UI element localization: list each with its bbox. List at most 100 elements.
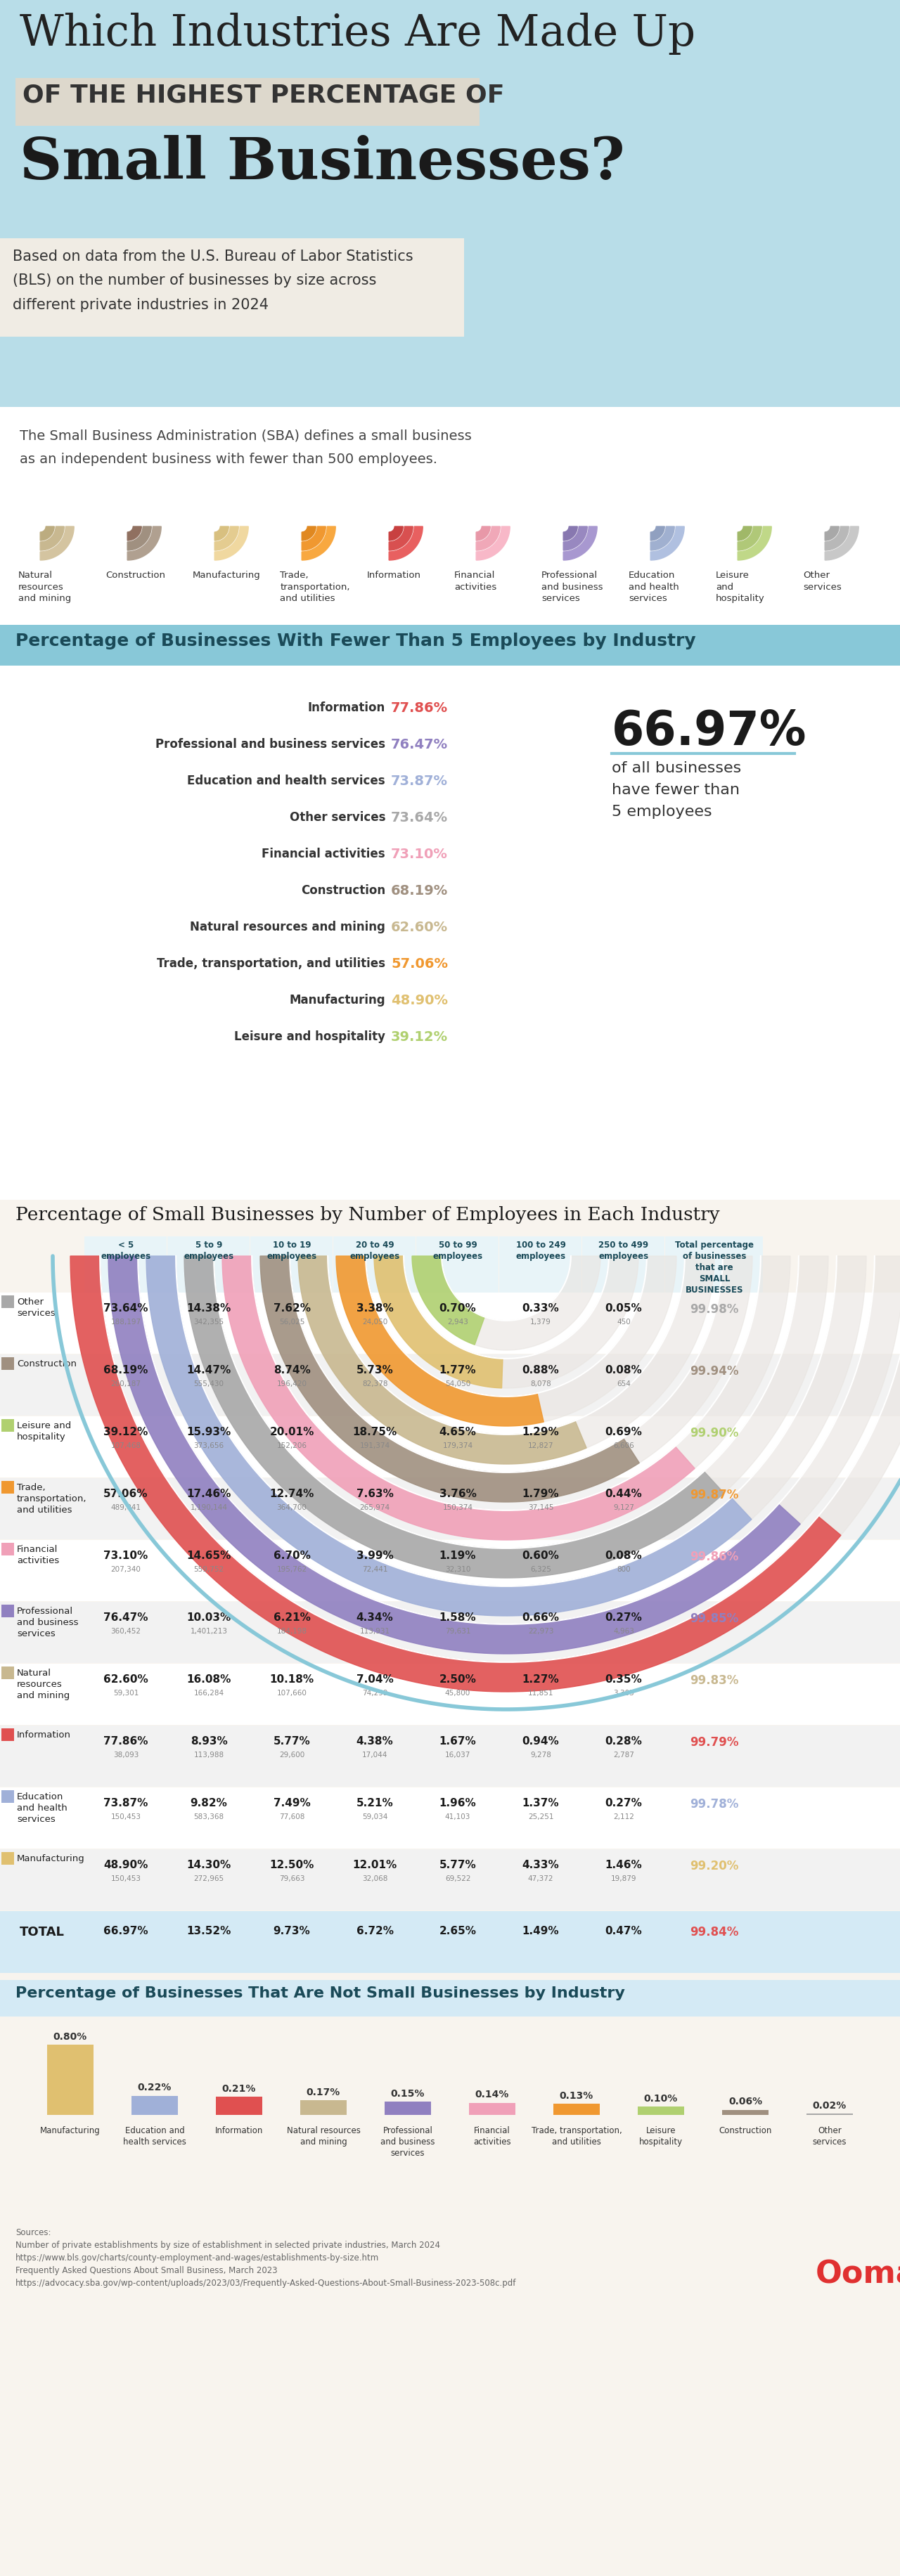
Polygon shape (563, 528, 588, 551)
Text: 184,198: 184,198 (276, 1628, 307, 1633)
Text: 7.63%: 7.63% (356, 1489, 393, 1499)
Text: 73.10%: 73.10% (391, 848, 448, 860)
Text: 6.72%: 6.72% (356, 1924, 393, 1937)
Text: 0.15%: 0.15% (391, 2089, 425, 2099)
Polygon shape (336, 1257, 544, 1427)
Text: 7.62%: 7.62% (274, 1303, 310, 1314)
Text: Construction: Construction (301, 884, 385, 896)
Text: 74,299: 74,299 (362, 1690, 388, 1695)
Text: 14.38%: 14.38% (186, 1303, 231, 1314)
Text: 5.21%: 5.21% (356, 1798, 393, 1808)
Text: 152,206: 152,206 (276, 1443, 307, 1448)
Text: 150,374: 150,374 (443, 1504, 472, 1510)
Text: 0.08%: 0.08% (605, 1365, 643, 1376)
Text: Information: Information (308, 701, 385, 714)
Text: Construction: Construction (17, 1360, 77, 1368)
Text: Leisure
hospitality: Leisure hospitality (639, 2125, 683, 2146)
Bar (582, 1236, 664, 1293)
Bar (47, 2045, 94, 2115)
Polygon shape (302, 528, 316, 541)
Bar (2, 1358, 14, 1370)
Bar (216, 2097, 262, 2115)
Text: 72,441: 72,441 (362, 1566, 388, 1571)
Text: Financial
activities: Financial activities (17, 1546, 59, 1564)
Text: 57.06%: 57.06% (104, 1489, 148, 1499)
Text: Manufacturing: Manufacturing (289, 994, 385, 1007)
Text: 0.44%: 0.44% (605, 1489, 643, 1499)
Text: 0.08%: 0.08% (605, 1551, 643, 1561)
Bar (2, 1543, 14, 1556)
Text: 73.87%: 73.87% (104, 1798, 148, 1808)
Text: Financial activities: Financial activities (262, 848, 385, 860)
Bar (2, 1296, 14, 1309)
Text: 73.87%: 73.87% (391, 775, 448, 788)
Text: Education and
health services: Education and health services (123, 2125, 186, 2146)
Bar (722, 2110, 769, 2115)
Polygon shape (474, 1257, 600, 1350)
Text: 59,034: 59,034 (362, 1814, 388, 1819)
Text: 1.29%: 1.29% (522, 1427, 559, 1437)
Text: 66.97%: 66.97% (104, 1924, 148, 1937)
Text: 9.73%: 9.73% (274, 1924, 310, 1937)
Text: 107,468: 107,468 (111, 1443, 141, 1448)
Text: Total percentage
of businesses
that are
SMALL
BUSINESSES: Total percentage of businesses that are … (675, 1239, 754, 1293)
Text: 0.35%: 0.35% (605, 1674, 643, 1685)
Polygon shape (738, 528, 771, 562)
Text: Other
services: Other services (17, 1298, 56, 1316)
Text: 17.46%: 17.46% (186, 1489, 231, 1499)
Bar (333, 1236, 416, 1293)
Text: 77.86%: 77.86% (391, 701, 448, 714)
Text: 1.77%: 1.77% (439, 1365, 476, 1376)
Text: 8,078: 8,078 (530, 1381, 551, 1386)
Text: 41,103: 41,103 (445, 1814, 471, 1819)
Text: 0.80%: 0.80% (53, 2032, 87, 2040)
Polygon shape (704, 1257, 828, 1494)
Text: Ooma: Ooma (815, 2259, 900, 2290)
Text: 99.94%: 99.94% (690, 1365, 739, 1378)
Text: Education
and health
services: Education and health services (17, 1793, 68, 1824)
Text: Education
and health
services: Education and health services (629, 569, 680, 603)
Text: Other
services: Other services (813, 2125, 847, 2146)
Text: 1.58%: 1.58% (439, 1613, 476, 1623)
Text: Leisure
and
hospitality: Leisure and hospitality (716, 569, 765, 603)
Bar (0, 1417, 900, 1479)
Text: 99.85%: 99.85% (690, 1613, 739, 1625)
Text: 19,879: 19,879 (611, 1875, 636, 1880)
Text: 800: 800 (616, 1566, 631, 1571)
Text: 25,251: 25,251 (528, 1814, 554, 1819)
Text: Professional and business services: Professional and business services (156, 737, 385, 750)
Bar (250, 1236, 333, 1293)
Text: Trade,
transportation,
and utilities: Trade, transportation, and utilities (280, 569, 350, 603)
Text: 68.19%: 68.19% (391, 884, 448, 896)
Polygon shape (40, 528, 54, 541)
Text: 1.37%: 1.37% (522, 1798, 559, 1808)
Text: 5.77%: 5.77% (439, 1860, 476, 1870)
Polygon shape (389, 528, 413, 551)
Text: 99.87%: 99.87% (690, 1489, 739, 1502)
Polygon shape (651, 528, 684, 562)
Polygon shape (128, 528, 151, 551)
Polygon shape (412, 1257, 484, 1345)
Text: Professional
and business
services: Professional and business services (17, 1607, 78, 1638)
Text: 260,187: 260,187 (111, 1381, 141, 1386)
Polygon shape (222, 1257, 695, 1540)
Polygon shape (675, 1257, 790, 1468)
Bar (0, 407, 900, 626)
Polygon shape (389, 528, 423, 562)
Text: 0.17%: 0.17% (307, 2087, 340, 2097)
Text: 11,851: 11,851 (528, 1690, 554, 1695)
Polygon shape (298, 1257, 587, 1463)
Text: 373,656: 373,656 (194, 1443, 224, 1448)
Text: 0.21%: 0.21% (222, 2084, 256, 2094)
Text: 250 to 499
employees: 250 to 499 employees (598, 1239, 649, 1260)
Text: 0.60%: 0.60% (522, 1551, 559, 1561)
Text: 150,453: 150,453 (111, 1875, 141, 1880)
Text: 4.34%: 4.34% (356, 1613, 393, 1623)
Polygon shape (128, 528, 161, 562)
Text: 99.86%: 99.86% (690, 1551, 739, 1564)
Text: Manufacturing: Manufacturing (17, 1855, 85, 1862)
Text: 8.74%: 8.74% (274, 1365, 310, 1376)
Bar (500, 1236, 581, 1293)
Text: Percentage of Small Businesses by Number of Employees in Each Industry: Percentage of Small Businesses by Number… (15, 1206, 720, 1224)
Text: 6.70%: 6.70% (274, 1551, 310, 1561)
